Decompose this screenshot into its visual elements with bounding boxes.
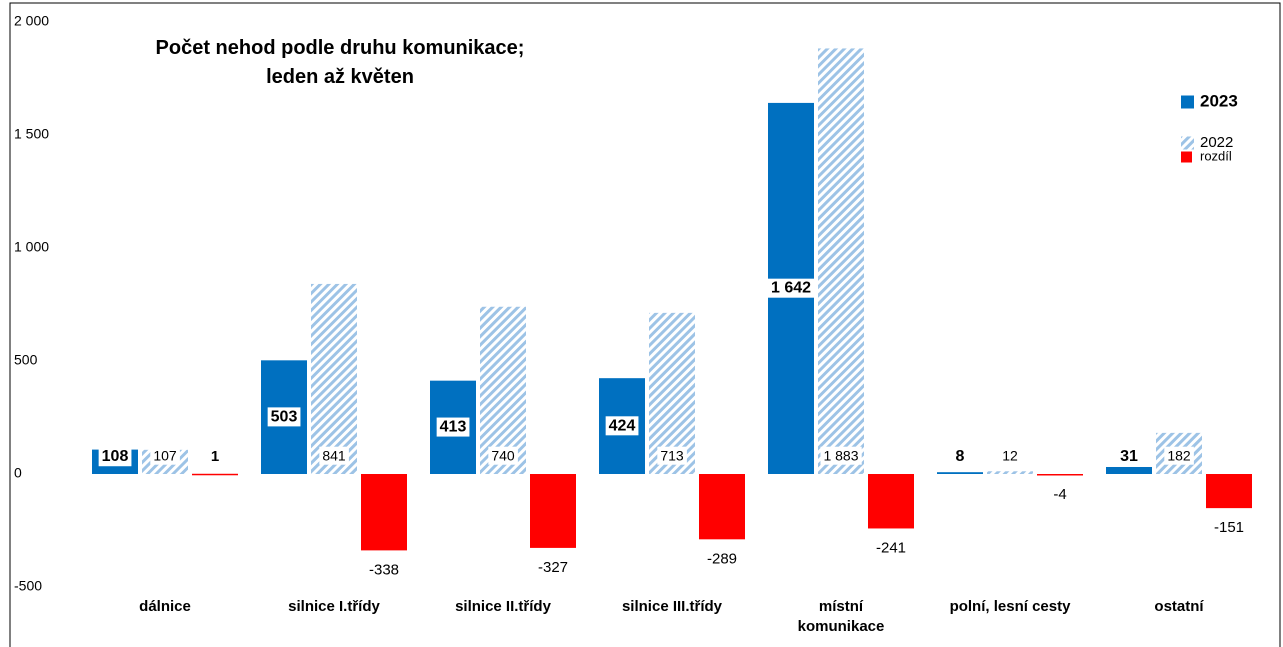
legend-label: 2023 bbox=[1200, 91, 1238, 110]
bar bbox=[1037, 474, 1083, 476]
bar bbox=[818, 48, 864, 474]
label-bg bbox=[1164, 446, 1194, 465]
label-bg bbox=[98, 447, 132, 467]
data-label: 413 bbox=[440, 419, 467, 436]
bar bbox=[192, 473, 238, 476]
data-label: 182 bbox=[1167, 448, 1191, 464]
label-bg bbox=[1117, 447, 1141, 467]
label-bg bbox=[999, 446, 1021, 465]
data-label: -289 bbox=[707, 550, 737, 567]
data-label: 107 bbox=[153, 448, 177, 464]
legend-label: 2022 bbox=[1200, 134, 1233, 151]
y-tick-label: 500 bbox=[14, 352, 38, 368]
data-label: 1 883 bbox=[823, 448, 858, 464]
label-bg bbox=[488, 446, 518, 465]
label-bg bbox=[952, 447, 968, 467]
data-label: 841 bbox=[322, 448, 346, 464]
data-label: -327 bbox=[538, 559, 568, 576]
x-tick-label: silnice I.třídy bbox=[288, 598, 380, 615]
bar bbox=[868, 474, 914, 529]
data-label: -241 bbox=[876, 539, 906, 556]
x-tick-label: silnice II.třídy bbox=[455, 598, 551, 615]
bar bbox=[937, 472, 983, 474]
data-label: 424 bbox=[609, 417, 636, 434]
legend-swatch bbox=[1181, 95, 1194, 109]
data-label: -151 bbox=[1214, 519, 1244, 536]
y-tick-label: 1 500 bbox=[14, 126, 49, 142]
data-label: -338 bbox=[369, 561, 399, 578]
bar bbox=[311, 283, 357, 474]
label-bg bbox=[436, 417, 470, 437]
data-label: 503 bbox=[271, 408, 298, 425]
data-label: 1 bbox=[211, 448, 219, 465]
legend-swatch bbox=[1181, 136, 1194, 150]
x-tick-label: ostatní bbox=[1154, 598, 1204, 615]
data-label: 740 bbox=[491, 448, 515, 464]
y-tick-label: 0 bbox=[14, 465, 22, 481]
legend-label: rozdíl bbox=[1200, 148, 1232, 163]
label-bg bbox=[319, 446, 349, 465]
data-label: -4 bbox=[1053, 486, 1066, 503]
data-label: 108 bbox=[102, 448, 129, 465]
bar bbox=[530, 474, 576, 548]
chart-title: Počet nehod podle druhu komunikace; lede… bbox=[155, 37, 525, 88]
data-label: 31 bbox=[1120, 448, 1138, 465]
label-bg bbox=[267, 407, 301, 427]
label-bg bbox=[657, 446, 687, 465]
bar bbox=[361, 474, 407, 551]
x-tick-label: silnice III.třídy bbox=[621, 598, 723, 615]
bar bbox=[1206, 474, 1252, 509]
frame bbox=[9, 2, 1281, 647]
x-tick-label: polní, lesní cesty bbox=[949, 598, 1071, 615]
data-label: 1 642 bbox=[771, 280, 811, 297]
data-label: 8 bbox=[956, 448, 965, 465]
data-label: 12 bbox=[1002, 448, 1018, 464]
label-bg bbox=[605, 416, 639, 436]
x-tick-label: dálnice bbox=[139, 598, 191, 615]
data-label: 713 bbox=[660, 448, 684, 464]
label-bg bbox=[767, 278, 815, 298]
y-tick-label: 2 000 bbox=[14, 13, 49, 29]
y-tick-label: 1 000 bbox=[14, 239, 49, 255]
legend-swatch bbox=[1181, 151, 1192, 163]
bar bbox=[699, 474, 745, 540]
label-bg bbox=[820, 446, 862, 465]
bar bbox=[1106, 466, 1152, 474]
y-tick-label: -500 bbox=[14, 578, 42, 594]
bar bbox=[987, 471, 1033, 474]
label-bg bbox=[150, 446, 180, 465]
bar bbox=[480, 306, 526, 474]
x-tick-label: místní komunikace bbox=[797, 598, 885, 635]
